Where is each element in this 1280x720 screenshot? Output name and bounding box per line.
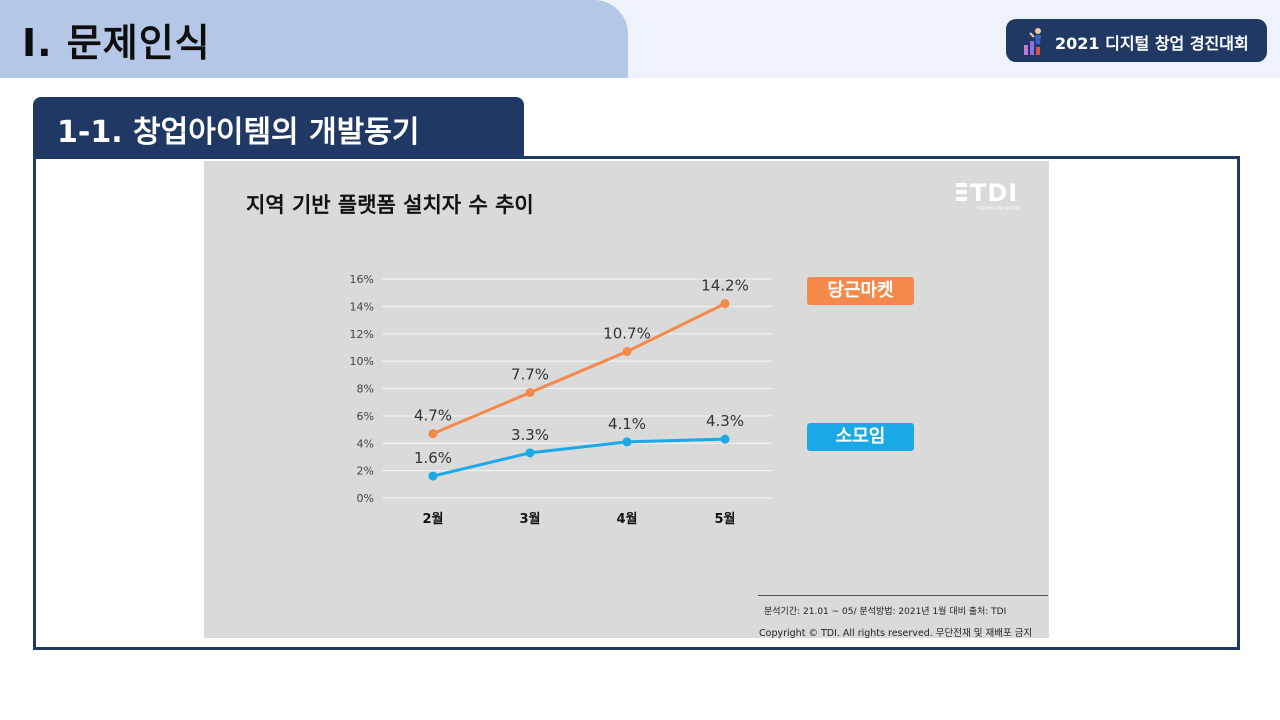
data-label: 4.7%: [414, 407, 452, 425]
y-tick-label: 4%: [357, 437, 374, 450]
copyright-notice: Copyright © TDI. All rights reserved. 무단…: [759, 628, 1033, 639]
y-tick-label: 10%: [350, 355, 374, 368]
footnote-divider: [758, 595, 1048, 596]
y-tick-label: 8%: [357, 383, 374, 396]
y-tick-label: 6%: [357, 410, 374, 423]
y-tick-label: 14%: [350, 300, 374, 313]
data-label: 4.3%: [706, 412, 744, 430]
subsection-title: 1-1. 창업아이템의 개발동기: [57, 115, 420, 150]
contest-badge: 2021 디지털 창업 경진대회: [1006, 19, 1267, 62]
legend-somoim: 소모임: [807, 423, 914, 451]
tdi-logo-text: TDI: [970, 179, 1019, 207]
section-title: Ⅰ. 문제인식: [22, 21, 211, 65]
series-line: [432, 437, 726, 478]
data-label: 10.7%: [603, 325, 651, 343]
data-point: [720, 434, 730, 444]
subsection-tab: 1-1. 창업아이템의 개발동기: [33, 97, 524, 158]
x-tick-label: 2월: [422, 511, 443, 527]
x-tick-label: 4월: [616, 511, 637, 527]
data-point: [720, 299, 730, 309]
series-line: [432, 302, 726, 436]
x-tick-label: 3월: [519, 511, 540, 527]
y-tick-label: 12%: [350, 328, 374, 341]
y-tick-label: 16%: [350, 273, 374, 286]
y-tick-label: 2%: [357, 465, 374, 478]
data-point: [428, 429, 438, 439]
section-title-tab: Ⅰ. 문제인식: [0, 0, 628, 78]
data-label: 14.2%: [701, 277, 749, 295]
tdi-logo: TDI THE DATA INCUBATOR: [956, 179, 1036, 211]
tdi-logo-subtext: THE DATA INCUBATOR: [976, 206, 1021, 211]
data-label: 1.6%: [414, 449, 452, 467]
data-point: [525, 388, 535, 398]
x-tick-label: 5월: [714, 511, 735, 527]
tdi-logo-bars-icon: [956, 183, 967, 201]
chart-title: 지역 기반 플랫폼 설치자 수 추이: [246, 193, 534, 217]
y-tick-label: 0%: [357, 492, 374, 505]
line-chart: 0% 2% 4% 6% 8% 10% 12% 14% 16% 2월 3월 4월 5월 4.7% 7.7% 10…: [350, 273, 772, 527]
data-point: [428, 471, 438, 481]
data-point: [622, 347, 632, 357]
data-label: 3.3%: [511, 426, 549, 444]
analysis-footnote: 분석기간: 21.01 ~ 05/ 분석방법: 2021년 1월 대비 출처: …: [764, 607, 1007, 617]
legend-danggeun-market: 당근마켓: [807, 277, 914, 305]
data-label: 7.7%: [511, 366, 549, 384]
contest-badge-label: 2021 디지털 창업 경진대회: [1055, 34, 1249, 53]
chart-panel: 지역 기반 플랫폼 설치자 수 추이 TDI THE DATA INCUBATO…: [204, 161, 1049, 639]
data-point: [525, 448, 535, 458]
data-label: 4.1%: [608, 415, 646, 433]
startup-figure-icon: [1024, 28, 1041, 55]
data-point: [622, 437, 632, 447]
